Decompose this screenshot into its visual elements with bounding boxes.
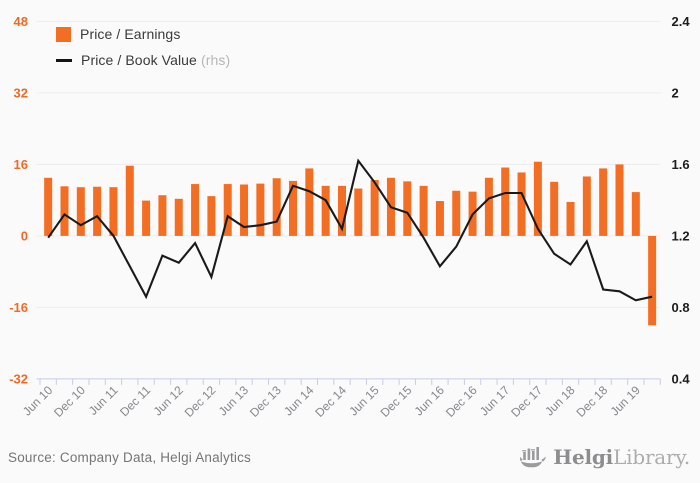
pe-bar [533,161,542,236]
legend-rhs-suffix: (rhs) [200,52,231,68]
chart-footer: Source: Company Data, Helgi Analytics He… [0,440,700,483]
pe-bar [615,164,624,236]
x-axis-tick-label: Jun 18 [542,383,578,419]
pe-bar [93,186,102,236]
chart-legend: Price / Earnings Price / Book Value (rhs… [56,26,230,68]
right-axis-tick-label: 1.6 [672,157,690,172]
x-axis-tick-label: Dec 10 [51,383,88,420]
source-note: Source: Company Data, Helgi Analytics [8,450,252,465]
pe-bar [599,168,608,236]
x-axis-tick-label: Jun 12 [151,383,187,419]
x-axis-tick-label: Dec 18 [574,383,611,420]
logo-wordmark: HelgiLibrary. [553,445,690,469]
x-axis-tick-label: Dec 16 [443,383,480,420]
pe-bar [142,200,151,236]
pe-bar [631,192,640,236]
pe-bar [256,183,265,236]
x-axis-tick-label: Jun 13 [216,383,252,419]
x-axis-tick-label: Jun 10 [20,383,56,419]
pe-bar [321,185,330,236]
pe-bar [109,187,118,236]
pe-bar [207,196,216,236]
pe-bar [648,235,657,326]
pe-bar [158,195,167,236]
x-axis-tick-label: Dec 11 [117,383,153,419]
x-axis-tick-label: Dec 15 [378,383,415,420]
right-axis-tick-label: 1.2 [672,228,690,243]
pe-bar [125,165,134,236]
pb-line [47,158,653,302]
helgi-library-logo[interactable]: HelgiLibrary. [520,445,690,469]
pe-bar [174,198,183,236]
pe-bar [272,178,281,236]
pe-bar [452,190,461,236]
chart-area: 48 32 16 0 -16 -32 2.4 2 1.6 1.2 0.8 0.4 Jun 10 Dec 1… [9,14,691,420]
line-series-swatch-icon [56,58,72,62]
left-axis-tick-label: -32 [9,371,28,386]
pe-bar [484,177,493,236]
pe-bar [517,172,526,236]
right-axis-tick-label: 2 [672,85,679,100]
pe-bar [305,168,314,236]
ship-bar-chart-icon [520,447,547,468]
left-axis-tick-label: 0 [21,228,28,243]
legend-label: Price / Book Value (rhs) [81,52,231,68]
x-axis-tick-label: Jun 19 [608,383,644,419]
x-axis-tick-label: Jun 17 [477,383,513,419]
x-axis-tick-label: Dec 17 [508,383,545,420]
pe-bar [223,184,232,236]
legend-item-price-book-value[interactable]: Price / Book Value (rhs) [56,52,230,68]
right-axis-tick-label: 2.4 [672,14,691,29]
left-axis-tick-label: 16 [14,157,28,172]
pe-bar [191,184,200,236]
x-axis-tick-label: Dec 12 [182,383,219,420]
x-axis-tick-label: Jun 11 [86,383,121,418]
pe-bar [240,184,249,236]
pe-bar [289,180,298,236]
pe-bar [419,185,428,236]
pe-bar [403,181,412,236]
legend-item-price-earnings[interactable]: Price / Earnings [56,26,230,42]
x-axis-tick-label: Jun 16 [412,383,448,419]
x-axis-tick-label: Dec 14 [312,383,349,420]
left-axis-tick-label: 32 [14,85,28,100]
pe-bar [337,185,346,236]
legend-label: Price / Earnings [80,26,181,42]
pe-bar [566,201,575,236]
pe-bar [354,188,363,236]
pe-bar [550,181,559,236]
pe-bar [44,177,53,236]
pe-bar [60,186,69,236]
x-axis-tick-label: Jun 14 [281,383,317,419]
pe-bar [435,201,444,236]
pe-bar [76,187,85,236]
right-axis-tick-label: 0.8 [672,300,690,315]
bar-series-swatch-icon [56,26,71,42]
pe-bar [501,167,510,236]
left-axis-tick-label: 48 [14,14,28,29]
left-axis-tick-label: -16 [9,300,28,315]
pe-bar [370,180,379,236]
x-axis-tick-label: Dec 13 [247,383,284,420]
right-axis-tick-label: 0.4 [672,371,691,386]
pe-bar [582,176,591,236]
x-axis-tick-label: Jun 15 [346,383,382,419]
